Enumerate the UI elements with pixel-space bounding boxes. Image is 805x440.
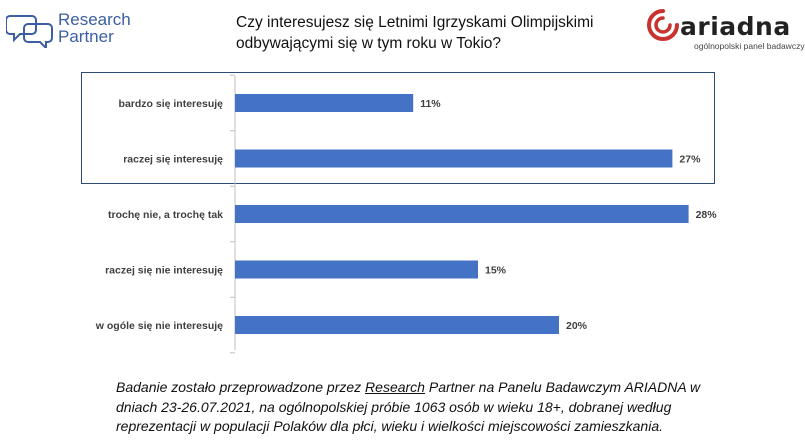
bar-5 [235, 316, 559, 334]
value-label: 15% [485, 265, 507, 277]
category-label: bardzo się interesuję [119, 98, 224, 110]
chart-title-line1: Czy interesujesz się Letnimi Igrzyskami … [236, 14, 594, 31]
note-link: Research [365, 379, 425, 395]
note-part1: Badanie zostało przeprowadzone przez [116, 379, 366, 395]
ariadna-tagline: ogólnopolski panel badawczy [694, 41, 805, 51]
bars-group: bardzo się interesuję 11% raczej się inter… [95, 74, 718, 354]
value-label: 27% [679, 154, 701, 166]
category-label: raczej się nie interesuję [105, 265, 223, 277]
ariadna-spiral-icon [647, 9, 679, 41]
bar-3 [235, 205, 689, 223]
chart-title-line2: odbywającymi się w tym roku w Tokio? [236, 35, 502, 52]
research-partner-line1: Research [58, 10, 131, 29]
category-label: raczej się interesuję [123, 154, 223, 166]
speech-bubbles-icon [6, 15, 53, 48]
value-label: 11% [420, 98, 441, 110]
value-label: 28% [696, 209, 718, 221]
bar-1 [235, 94, 414, 112]
ariadna-logo: ariadna ogólnopolski panel badawczy [646, 8, 805, 53]
methodology-note: Badanie zostało przeprowadzone przez Res… [116, 378, 726, 437]
chart-title: Czy interesujesz się Letnimi Igrzyskami … [236, 12, 616, 54]
note-part2: Partner na Panelu Badawczym ARIADNA w dn… [116, 379, 701, 434]
highlight-box [81, 72, 715, 184]
category-label: w ogóle się nie interesuję [95, 320, 223, 332]
ariadna-wordmark: ariadna [680, 12, 791, 41]
research-partner-logo: Research Partner [6, 8, 156, 48]
bar-2 [235, 149, 673, 168]
bar-4 [235, 260, 478, 279]
category-label: trochę nie, a trochę tak [108, 209, 223, 221]
research-partner-wordmark: Research Partner [58, 11, 131, 45]
research-partner-line2: Partner [58, 27, 114, 46]
value-label: 20% [566, 320, 588, 332]
